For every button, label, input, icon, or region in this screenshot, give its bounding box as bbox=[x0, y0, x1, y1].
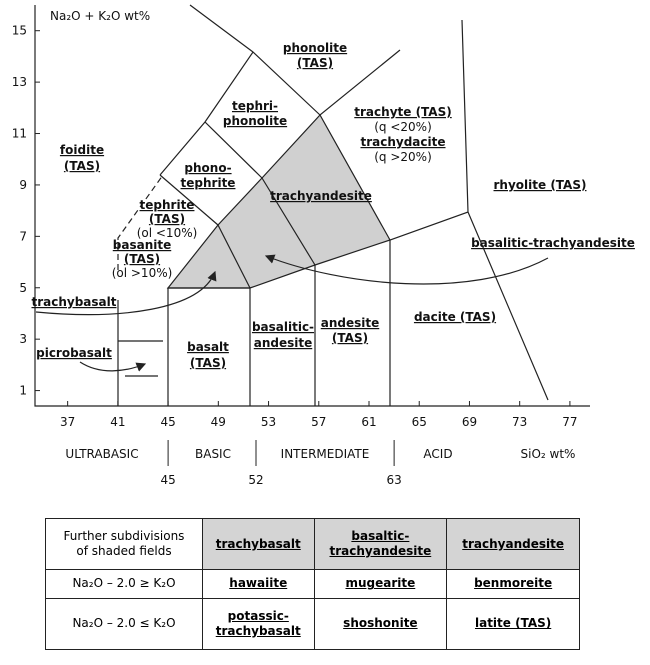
field-label: basalt bbox=[187, 340, 229, 354]
field-label: phonolite bbox=[283, 41, 347, 55]
field-label: trachybasalt bbox=[31, 295, 116, 309]
class-boundary-label: 52 bbox=[248, 473, 263, 487]
x-tick-label: 41 bbox=[110, 415, 125, 429]
x-axis-label: SiO₂ wt% bbox=[521, 447, 576, 461]
y-tick-label: 11 bbox=[12, 127, 27, 141]
x-tick-label: 77 bbox=[562, 415, 577, 429]
field-label: phonolite bbox=[223, 114, 287, 128]
field-label: andesite bbox=[321, 316, 380, 330]
field-label: tephrite bbox=[140, 198, 195, 212]
table-header: Further subdivisions of shaded fields bbox=[45, 517, 203, 571]
table-cell: potassic- trachybasalt bbox=[201, 597, 315, 651]
field-label: rhyolite (TAS) bbox=[494, 178, 587, 192]
table-cell: hawaiite bbox=[201, 569, 315, 599]
field-label: (TAS) bbox=[64, 159, 100, 173]
field-label: basanite bbox=[113, 238, 171, 252]
field-label: trachyandesite bbox=[270, 189, 372, 203]
field-label: (TAS) bbox=[332, 331, 368, 345]
y-tick-label: 1 bbox=[19, 384, 27, 398]
x-tick-label: 45 bbox=[160, 415, 175, 429]
field-label: (TAS) bbox=[297, 56, 333, 70]
field-label: trachyte (TAS) bbox=[354, 105, 451, 119]
table-header: trachyandesite bbox=[446, 517, 580, 571]
field-label: basalitic-trachyandesite bbox=[471, 236, 635, 250]
field-label: andesite bbox=[254, 336, 313, 350]
class-boundary-label: 63 bbox=[386, 473, 401, 487]
field-label: phono- bbox=[184, 161, 231, 175]
table-header: trachybasalt bbox=[201, 517, 315, 571]
y-tick-label: 7 bbox=[19, 229, 27, 243]
y-tick-label: 15 bbox=[12, 24, 27, 38]
field-label: (TAS) bbox=[124, 252, 160, 266]
field-label: foidite bbox=[60, 143, 104, 157]
field-label: tephri- bbox=[232, 99, 278, 113]
field-label: basalitic- bbox=[252, 320, 314, 334]
table-header: basaltic- trachyandesite bbox=[313, 517, 448, 571]
field-label: dacite (TAS) bbox=[414, 310, 496, 324]
field-label: (q <20%) bbox=[374, 120, 432, 134]
field-label: (TAS) bbox=[190, 356, 226, 370]
table-cell: shoshonite bbox=[313, 597, 448, 651]
y-tick-label: 13 bbox=[12, 75, 27, 89]
x-tick-label: 57 bbox=[311, 415, 326, 429]
x-tick-label: 37 bbox=[60, 415, 75, 429]
table-cell: mugearite bbox=[313, 569, 448, 599]
field-label: (ol >10%) bbox=[112, 266, 173, 280]
table-cell: Na₂O – 2.0 ≤ K₂O bbox=[45, 597, 203, 651]
class-boundary-label: 45 bbox=[160, 473, 175, 487]
field-label: tephrite bbox=[181, 176, 236, 190]
table-cell: Na₂O – 2.0 ≥ K₂O bbox=[45, 569, 203, 599]
subdivision-table: Further subdivisions of shaded fields tra… bbox=[45, 517, 580, 651]
table-cell: benmoreite bbox=[446, 569, 580, 599]
x-tick-label: 53 bbox=[261, 415, 276, 429]
field-label: (ol <10%) bbox=[137, 226, 198, 240]
field-label: picrobasalt bbox=[36, 346, 112, 360]
y-tick-label: 9 bbox=[19, 178, 27, 192]
y-axis-label: Na₂O + K₂O wt% bbox=[50, 9, 150, 23]
class-label: BASIC bbox=[195, 447, 231, 461]
class-label: INTERMEDIATE bbox=[281, 447, 370, 461]
class-label: ULTRABASIC bbox=[65, 447, 138, 461]
x-tick-label: 49 bbox=[211, 415, 226, 429]
field-boundaries bbox=[34, 4, 590, 407]
x-tick-label: 61 bbox=[361, 415, 376, 429]
field-label: (q >20%) bbox=[374, 150, 432, 164]
shaded-fields bbox=[166, 113, 391, 289]
y-tick-label: 3 bbox=[19, 332, 27, 346]
x-tick-label: 65 bbox=[412, 415, 427, 429]
x-tick-label: 73 bbox=[512, 415, 527, 429]
table-cell: latite (TAS) bbox=[446, 597, 580, 651]
tas-diagram: Na₂O + K₂O wt% SiO₂ wt% 37 41 45 49 53 57 61 65… bbox=[12, 4, 635, 487]
y-tick-label: 5 bbox=[19, 281, 27, 295]
class-label: ACID bbox=[423, 447, 452, 461]
field-label: (TAS) bbox=[149, 212, 185, 226]
x-tick-label: 69 bbox=[462, 415, 477, 429]
field-label: trachydacite bbox=[360, 135, 445, 149]
